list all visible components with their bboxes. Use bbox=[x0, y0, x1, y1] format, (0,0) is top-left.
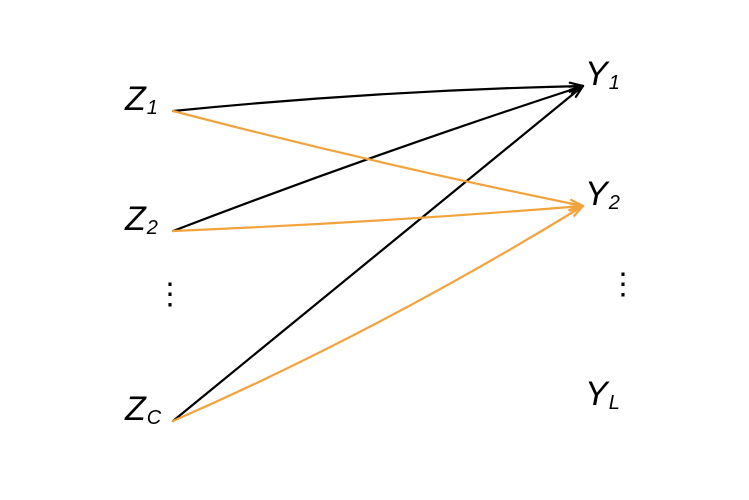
z-node-2: Z2 bbox=[125, 200, 158, 240]
edge bbox=[173, 111, 583, 206]
node-subscript: 1 bbox=[147, 97, 158, 119]
node-main-letter: Z bbox=[125, 200, 146, 238]
node-main-letter: Z bbox=[125, 390, 146, 428]
z-node-1: Z1 bbox=[125, 80, 158, 120]
node-subscript: 2 bbox=[609, 192, 620, 214]
node-subscript: 1 bbox=[609, 72, 620, 94]
bipartite-edges bbox=[0, 0, 749, 500]
edge bbox=[173, 206, 583, 421]
edge bbox=[173, 86, 583, 421]
node-main-letter: Z bbox=[125, 80, 146, 118]
y-node-L: YL bbox=[585, 375, 620, 415]
node-subscript: C bbox=[147, 407, 161, 429]
right-vertical-ellipsis: ⋮ bbox=[608, 280, 638, 290]
edge bbox=[173, 86, 583, 231]
y-node-2: Y2 bbox=[585, 175, 620, 215]
node-main-letter: Y bbox=[585, 55, 608, 93]
node-main-letter: Y bbox=[585, 175, 608, 213]
y-node-1: Y1 bbox=[585, 55, 620, 95]
z-node-C: ZC bbox=[125, 390, 161, 430]
node-main-letter: Y bbox=[585, 375, 608, 413]
edge bbox=[173, 206, 583, 231]
left-vertical-ellipsis: ⋮ bbox=[155, 290, 185, 300]
node-subscript: 2 bbox=[147, 217, 158, 239]
node-subscript: L bbox=[609, 392, 620, 414]
